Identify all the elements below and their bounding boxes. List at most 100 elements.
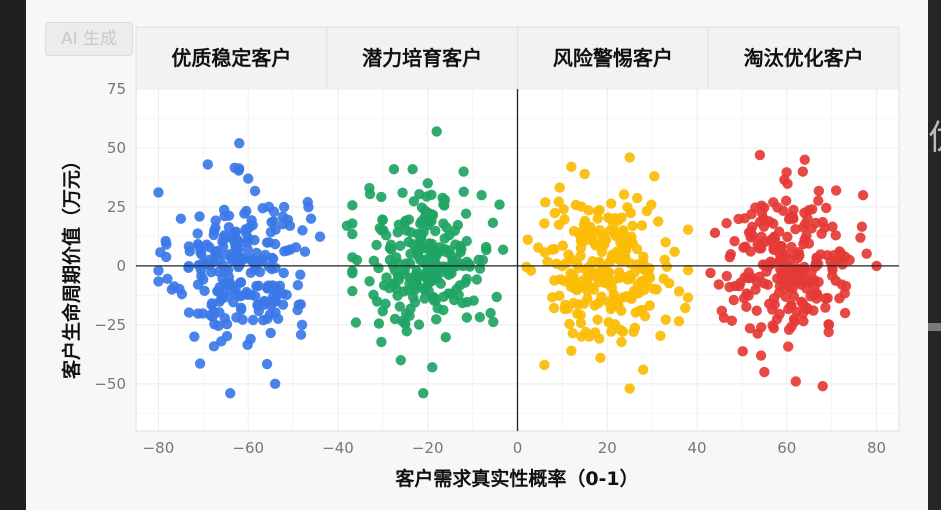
scatter-point-series-3 bbox=[583, 261, 594, 273]
scatter-point-series-1 bbox=[230, 253, 241, 264]
scatter-point-series-2 bbox=[350, 317, 362, 328]
scatter-point-series-4 bbox=[799, 207, 810, 218]
scatter-point-series-1 bbox=[208, 341, 220, 352]
scatter-point-series-4 bbox=[809, 261, 821, 272]
scatter-point-series-1 bbox=[243, 173, 254, 184]
scatter-point-series-1 bbox=[189, 331, 200, 342]
scatter-point-series-2 bbox=[408, 279, 420, 291]
scatter-point-series-2 bbox=[371, 239, 382, 251]
scatter-point-series-1 bbox=[202, 159, 214, 170]
scatter-point-series-3 bbox=[542, 256, 553, 267]
scatter-point-series-2 bbox=[421, 214, 432, 226]
scatter-point-series-1 bbox=[295, 269, 306, 280]
scatter-point-series-2 bbox=[471, 274, 483, 285]
scatter-point-series-2 bbox=[481, 244, 492, 256]
scatter-point-series-1 bbox=[195, 264, 207, 276]
scatter-point-series-2 bbox=[376, 191, 387, 203]
scatter-point-series-1 bbox=[213, 266, 225, 277]
scatter-point-series-1 bbox=[223, 221, 235, 233]
scatter-point-series-2 bbox=[413, 319, 425, 330]
scatter-point-series-3 bbox=[627, 220, 638, 232]
scatter-point-series-4 bbox=[738, 293, 750, 304]
scatter-point-series-4 bbox=[821, 202, 832, 214]
scatter-point-series-1 bbox=[210, 215, 221, 226]
scatter-point-series-4 bbox=[760, 236, 771, 247]
scatter-point-series-2 bbox=[395, 355, 407, 366]
scatter-point-series-1 bbox=[305, 213, 317, 224]
scatter-point-series-3 bbox=[612, 297, 623, 309]
x-axis-title: 客户需求真实性概率（0-1） bbox=[395, 467, 638, 490]
scatter-point-series-3 bbox=[582, 273, 594, 285]
scatter-point-series-2 bbox=[394, 301, 406, 312]
scatter-point-series-3 bbox=[616, 336, 627, 348]
scatter-point-series-1 bbox=[221, 330, 233, 342]
scatter-point-series-2 bbox=[487, 217, 499, 229]
scatter-point-series-1 bbox=[153, 265, 164, 276]
scatter-point-series-2 bbox=[381, 272, 392, 283]
scatter-point-series-2 bbox=[488, 316, 499, 328]
scatter-point-series-4 bbox=[774, 255, 785, 266]
scatter-point-series-3 bbox=[574, 230, 586, 241]
scatter-point-series-3 bbox=[660, 237, 671, 248]
scatter-point-series-2 bbox=[491, 291, 502, 303]
scatter-point-series-3 bbox=[564, 318, 575, 330]
scatter-point-series-1 bbox=[184, 246, 196, 257]
scatter-point-series-2 bbox=[438, 304, 449, 316]
scatter-point-series-4 bbox=[784, 282, 796, 293]
x-tick-label: −40 bbox=[322, 439, 354, 457]
scatter-point-series-1 bbox=[257, 203, 268, 214]
scatter-point-series-2 bbox=[443, 269, 454, 281]
y-tick-label: −50 bbox=[94, 375, 126, 393]
scatter-point-series-3 bbox=[553, 219, 565, 230]
scatter-point-series-3 bbox=[653, 216, 664, 227]
scatter-point-series-1 bbox=[183, 307, 195, 318]
scatter-point-series-4 bbox=[790, 224, 801, 235]
scatter-point-series-2 bbox=[431, 314, 442, 325]
scatter-point-series-4 bbox=[751, 305, 762, 316]
scatter-point-series-2 bbox=[422, 178, 433, 189]
scatter-point-series-2 bbox=[477, 254, 489, 266]
scatter-point-series-1 bbox=[206, 266, 217, 278]
scatter-point-series-3 bbox=[573, 262, 585, 274]
scatter-point-series-4 bbox=[820, 293, 831, 304]
scatter-point-series-2 bbox=[380, 298, 391, 310]
scatter-point-series-2 bbox=[347, 265, 358, 277]
scatter-point-series-1 bbox=[278, 201, 290, 213]
scatter-point-series-4 bbox=[786, 241, 797, 253]
scatter-point-series-2 bbox=[393, 258, 405, 269]
scatter-point-series-1 bbox=[221, 318, 233, 330]
scatter-point-series-2 bbox=[430, 225, 441, 237]
scatter-point-series-3 bbox=[617, 225, 629, 236]
scatter-point-series-1 bbox=[299, 246, 311, 257]
scatter-point-series-1 bbox=[169, 281, 180, 292]
scatter-point-series-4 bbox=[782, 231, 793, 243]
scatter-point-series-2 bbox=[457, 297, 468, 309]
scatter-point-series-2 bbox=[485, 307, 496, 319]
y-tick-label: 75 bbox=[107, 80, 126, 98]
scatter-point-series-2 bbox=[476, 189, 487, 201]
scatter-point-series-3 bbox=[567, 328, 579, 339]
scatter-point-series-2 bbox=[405, 227, 417, 238]
scatter-point-series-4 bbox=[768, 197, 779, 208]
scatter-point-series-4 bbox=[709, 227, 721, 239]
scatter-point-series-3 bbox=[603, 317, 614, 328]
scatter-point-series-4 bbox=[721, 218, 732, 229]
scatter-point-series-2 bbox=[431, 126, 442, 137]
scatter-point-series-4 bbox=[791, 306, 803, 317]
scatter-point-series-2 bbox=[411, 245, 423, 256]
scatter-point-series-2 bbox=[461, 273, 473, 285]
scatter-point-series-1 bbox=[204, 242, 215, 253]
scatter-point-series-2 bbox=[460, 208, 472, 219]
scatter-point-series-2 bbox=[444, 245, 455, 256]
scatter-point-series-4 bbox=[790, 376, 801, 387]
scatter-point-series-2 bbox=[458, 166, 469, 177]
scatter-point-series-3 bbox=[616, 212, 627, 223]
scatter-point-series-4 bbox=[857, 189, 869, 201]
scatter-point-series-1 bbox=[175, 213, 187, 224]
scatter-point-series-3 bbox=[643, 267, 654, 278]
scatter-point-series-2 bbox=[416, 230, 427, 241]
scatter-point-series-1 bbox=[252, 299, 263, 311]
x-tick-label: −60 bbox=[232, 439, 264, 457]
scatter-point-series-1 bbox=[225, 388, 236, 399]
scatter-point-series-2 bbox=[373, 318, 385, 329]
